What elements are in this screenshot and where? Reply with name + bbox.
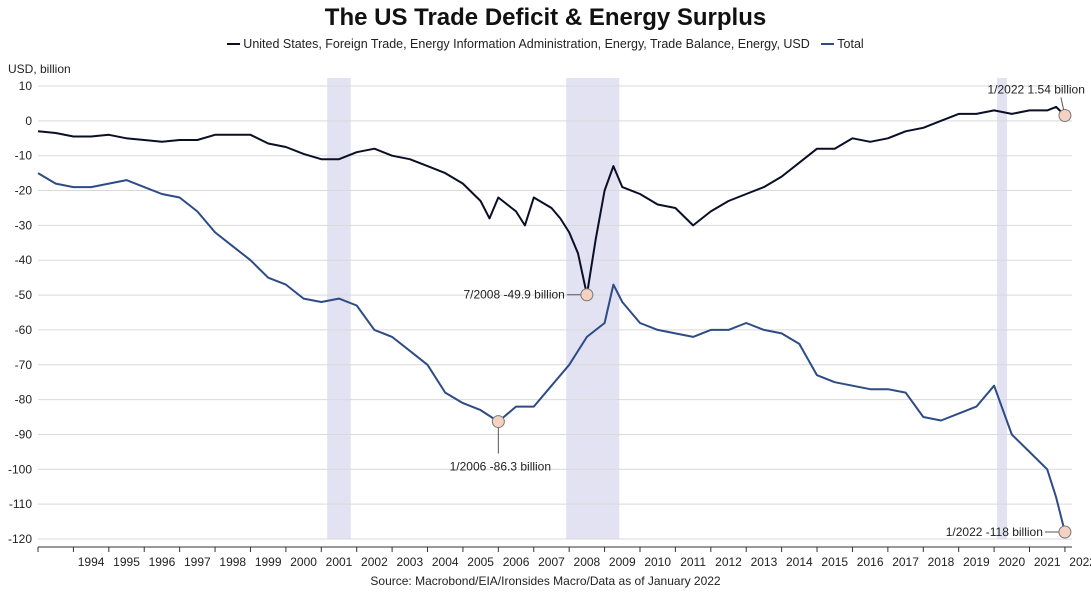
legend-swatch-energy-balance bbox=[227, 42, 241, 45]
y-tick-label: -110 bbox=[9, 497, 32, 511]
legend-item-energy-balance: United States, Foreign Trade, Energy Inf… bbox=[227, 37, 810, 51]
y-tick-label: -40 bbox=[15, 253, 33, 267]
series-line-energy-balance bbox=[37, 105, 1066, 296]
legend-item-total: Total bbox=[821, 37, 864, 51]
x-tick-label: 1998 bbox=[219, 555, 246, 569]
y-tick-label: -60 bbox=[15, 323, 33, 337]
x-tick-label: 2011 bbox=[680, 555, 706, 569]
x-tick-label: 2003 bbox=[396, 555, 423, 569]
x-tick-label: 2006 bbox=[503, 555, 530, 569]
annotation-label: 1/2022 1.54 billion bbox=[987, 82, 1084, 96]
x-tick-label: 2015 bbox=[821, 555, 848, 569]
series-lines bbox=[37, 105, 1066, 533]
x-tick-label: 2019 bbox=[963, 555, 990, 569]
x-tick-label: 2018 bbox=[928, 555, 955, 569]
y-axis-unit-label: USD, billion bbox=[8, 62, 71, 76]
y-tick-label: -100 bbox=[8, 462, 32, 476]
y-tick-label: -80 bbox=[15, 393, 33, 407]
recession-bands bbox=[327, 78, 1008, 539]
x-tick-label: 1996 bbox=[149, 555, 176, 569]
legend-label-energy-balance: United States, Foreign Trade, Energy Inf… bbox=[243, 37, 810, 51]
x-axis: 1994 1995 1996 1997 1998 1999 2000 2001 2002 2003… bbox=[37, 546, 1091, 569]
y-tick-label: -30 bbox=[15, 218, 33, 232]
chart-title: The US Trade Deficit & Energy Surplus bbox=[324, 4, 767, 31]
annotation-label: 1/2006 -86.3 billion bbox=[450, 460, 551, 474]
x-tick-label: 2004 bbox=[432, 555, 459, 569]
y-tick-label: -120 bbox=[8, 532, 32, 546]
annotation-marker bbox=[580, 288, 594, 302]
x-tick-label: 2014 bbox=[786, 555, 813, 569]
legend-swatch-total bbox=[821, 42, 835, 45]
x-tick-label: 2008 bbox=[574, 555, 601, 569]
annotation-marker bbox=[1058, 108, 1072, 122]
x-tick-label: 2017 bbox=[892, 555, 919, 569]
x-tick-label: 2020 bbox=[998, 555, 1025, 569]
source-note: Source: Macrobond/EIA/Ironsides Macro/Da… bbox=[370, 574, 721, 588]
x-tick-label: 2013 bbox=[751, 555, 778, 569]
y-tick-label: 0 bbox=[25, 114, 32, 128]
annotation-label: 1/2022 -118 billion bbox=[946, 525, 1043, 539]
legend-label-total: Total bbox=[837, 37, 864, 51]
x-tick-label: 2007 bbox=[538, 555, 565, 569]
recession-band bbox=[327, 78, 351, 539]
x-tick-label: 1994 bbox=[78, 555, 105, 569]
gridlines bbox=[38, 85, 1072, 540]
x-tick-label: 2000 bbox=[290, 555, 317, 569]
annotation-marker bbox=[491, 415, 505, 429]
x-tick-label: 2009 bbox=[609, 555, 636, 569]
x-tick-label: 1999 bbox=[255, 555, 282, 569]
x-tick-label: 2010 bbox=[644, 555, 671, 569]
series-line-total bbox=[37, 172, 1066, 533]
x-tick-label: 2002 bbox=[361, 555, 388, 569]
y-tick-label: -70 bbox=[15, 358, 33, 372]
annotation-label: 7/2008 -49.9 billion bbox=[463, 288, 564, 302]
x-tick-label: 2005 bbox=[467, 555, 494, 569]
x-tick-label: 2021 bbox=[1034, 555, 1061, 569]
x-tick-label: 2001 bbox=[326, 555, 353, 569]
legend: United States, Foreign Trade, Energy Inf… bbox=[0, 37, 1091, 51]
x-tick-label: 2022 bbox=[1069, 555, 1091, 569]
y-tick-label: 10 bbox=[19, 79, 33, 93]
annotations: 1/2022 1.54 billion 7/2008 -49.9 billion 1… bbox=[450, 82, 1085, 539]
x-tick-label: 2016 bbox=[857, 555, 884, 569]
x-tick-label: 2012 bbox=[715, 555, 742, 569]
annotation-marker bbox=[1058, 525, 1072, 539]
x-tick-label: 1997 bbox=[184, 555, 211, 569]
recession-band bbox=[997, 78, 1008, 539]
y-tick-label: -50 bbox=[15, 288, 33, 302]
y-tick-label: -10 bbox=[15, 149, 33, 163]
y-tick-label: -20 bbox=[15, 184, 33, 198]
y-tick-label: -90 bbox=[15, 427, 33, 441]
recession-band bbox=[566, 78, 620, 539]
y-axis-ticks: 10 0 -10 -20 -30 -40 -50 -60 -70 -80 -90 -100 -110 -1… bbox=[8, 79, 32, 546]
x-tick-label: 1995 bbox=[113, 555, 140, 569]
